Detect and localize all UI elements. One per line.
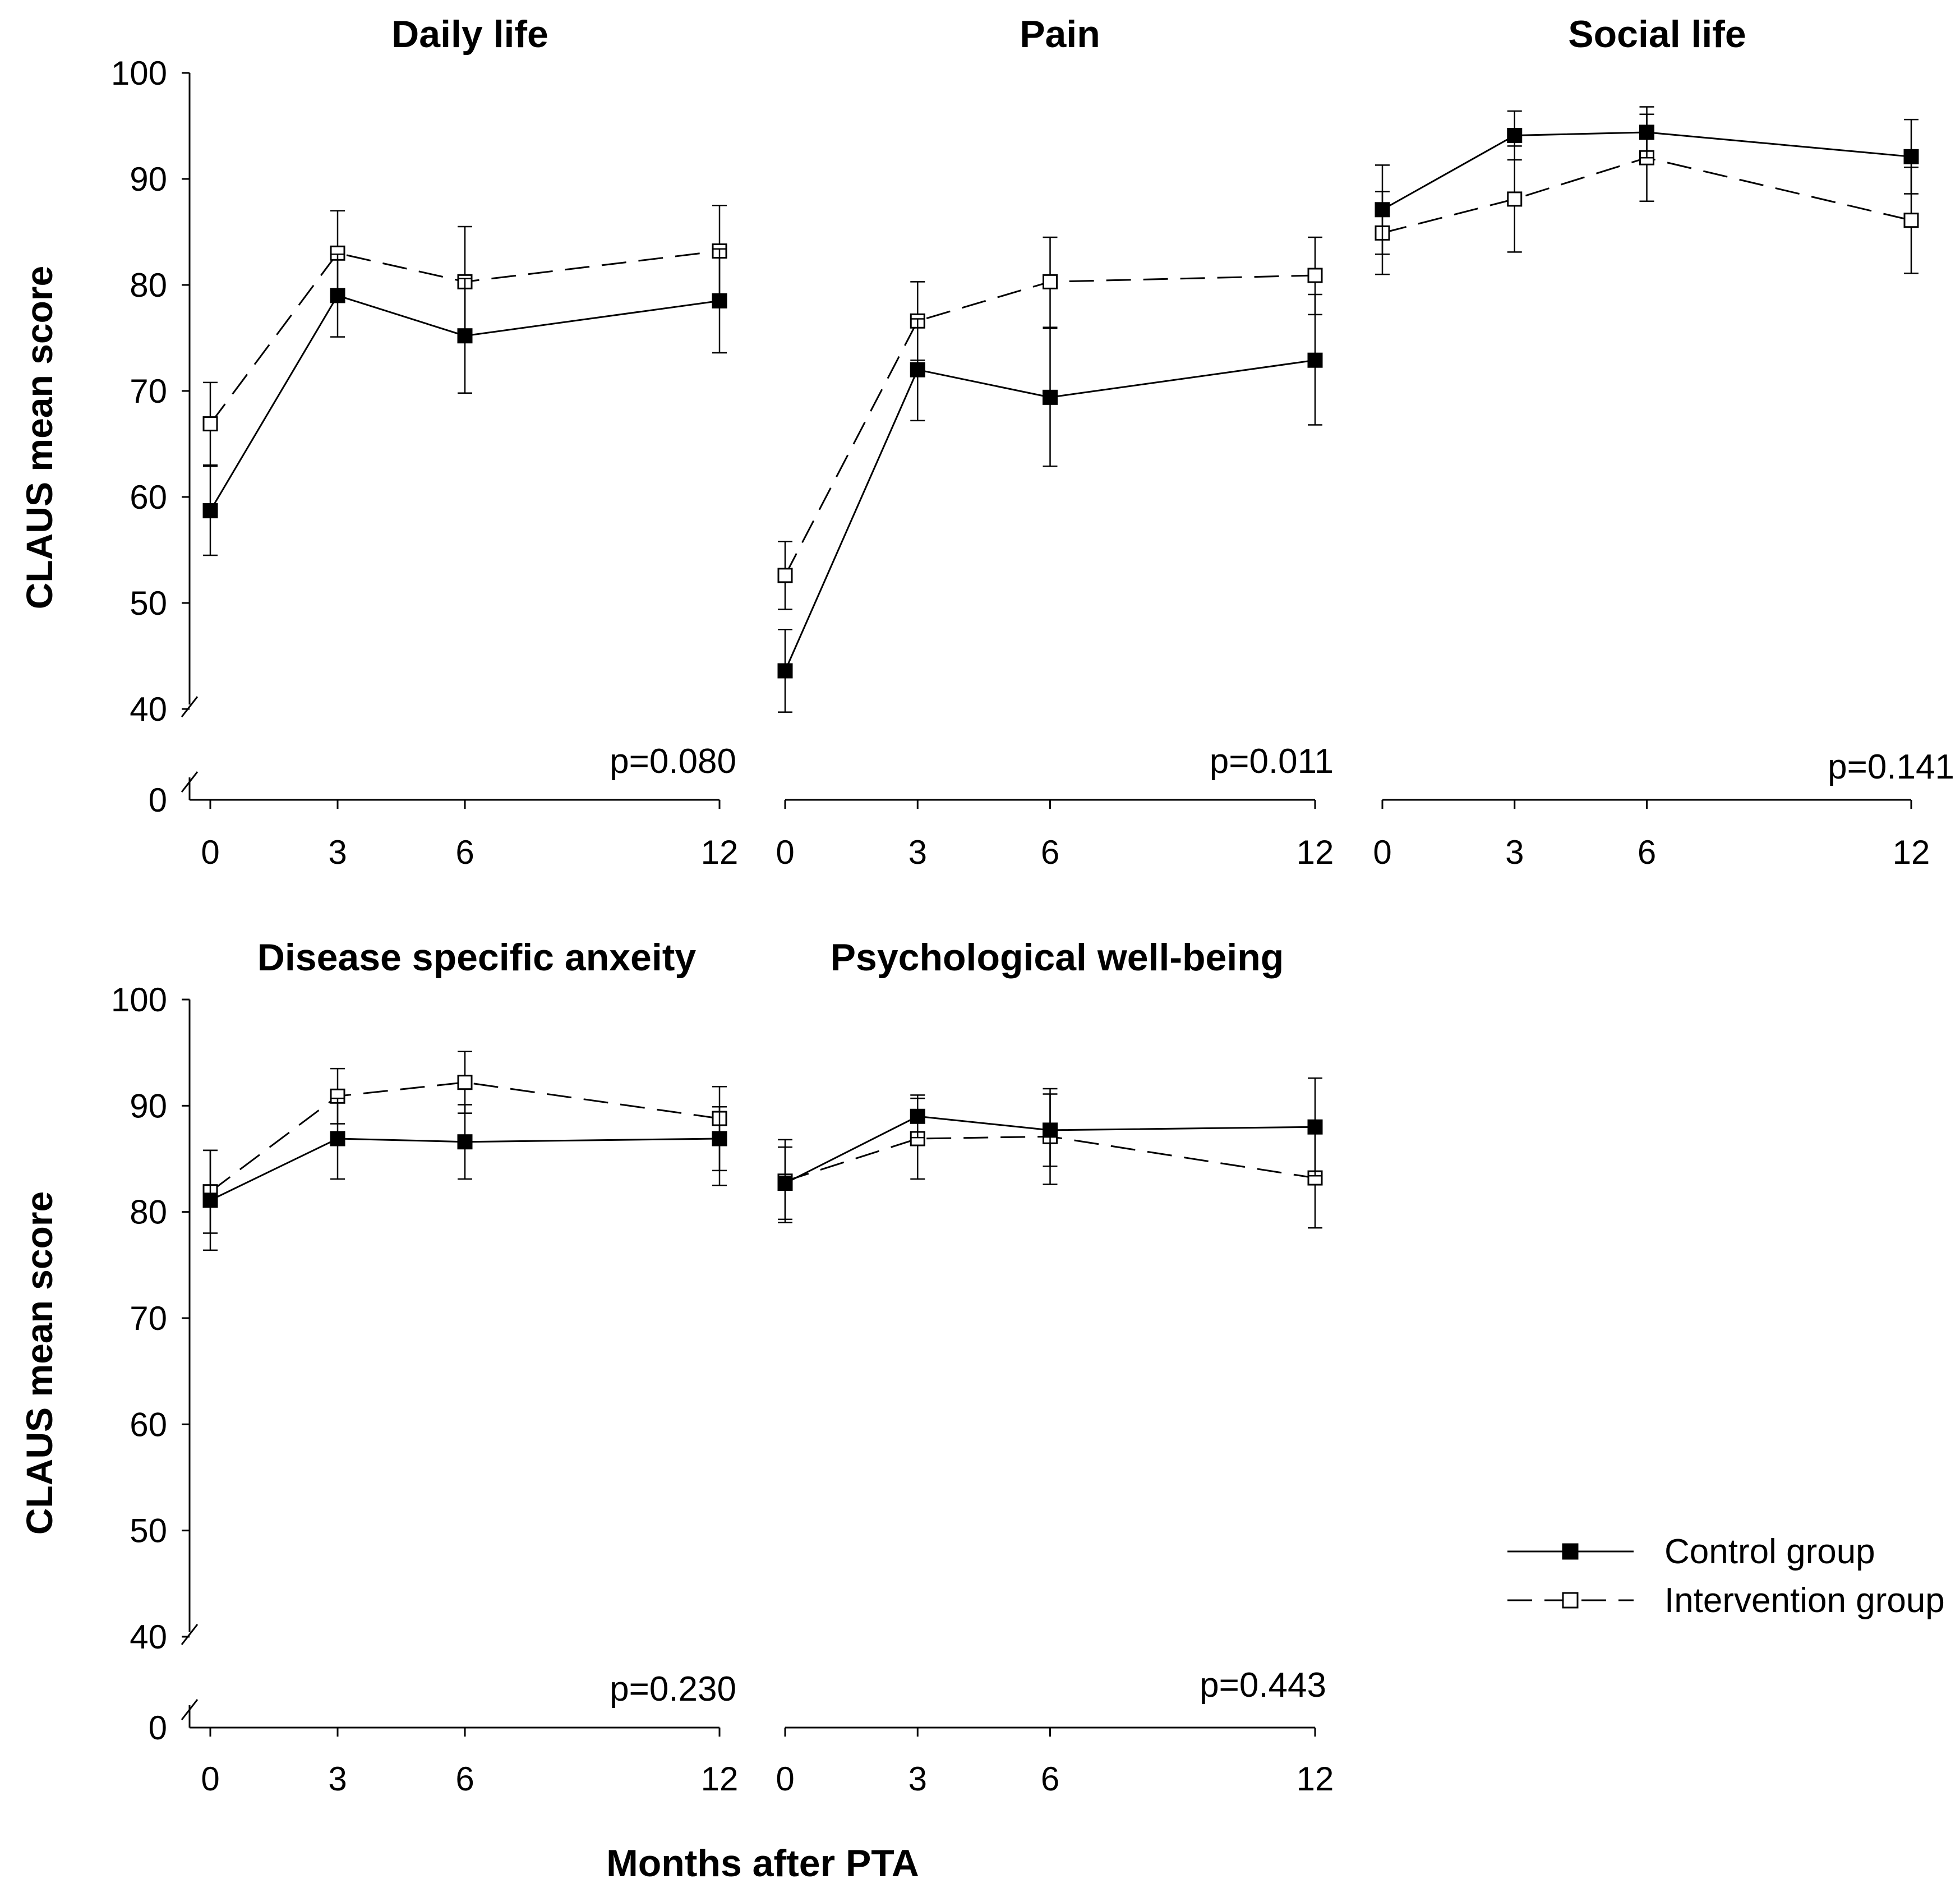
daily-life-intervention-group-line [209, 250, 720, 425]
legend-intervention-label: Intervention group [1664, 1581, 1945, 1620]
pain-control-group-line [784, 359, 1316, 671]
pain-intervention-group-point-6 [1043, 274, 1058, 289]
disease-specific-anxeity-intervention-group-point-6 [457, 1075, 473, 1090]
pain-x-tick-label-12: 12 [1297, 834, 1334, 871]
x-axis-title: Months after PTA [606, 1842, 919, 1885]
social-life-x-tick-label-0: 0 [1373, 834, 1391, 871]
pain-intervention-group-point-0 [777, 568, 793, 583]
disease-specific-anxeity-y-tick-label-50: 50 [130, 1512, 167, 1550]
pain-control-group-point-0 [777, 663, 793, 679]
social-life-control-group-point-3 [1507, 128, 1523, 144]
pain-x-tick-label-0: 0 [776, 834, 794, 871]
daily-life-control-group-line [209, 294, 720, 512]
social-life-intervention-group-point-12 [1903, 213, 1919, 228]
pain-control-group-point-12 [1307, 352, 1323, 368]
y-axis-title-top: CLAUS mean score [19, 266, 60, 610]
daily-life-x-tick-label-3: 3 [328, 834, 347, 871]
panel-pain: Pain p=0.011 0 3 6 12 [776, 13, 1334, 871]
social-life-p-value: p=0.141 [1828, 748, 1954, 786]
social-life-x-tick-label-3: 3 [1505, 834, 1524, 871]
disease-specific-anxeity-x-tick-label-0: 0 [201, 1760, 219, 1798]
psychological-well-being-x-tick-label-6: 6 [1041, 1760, 1059, 1798]
disease-specific-anxeity-y-tick-label-70: 70 [130, 1300, 167, 1337]
psychological-well-being-intervention-group-line [785, 1135, 1316, 1182]
legend: Control group Intervention group [1507, 1532, 1945, 1620]
psychological-well-being-control-group-point-3 [910, 1108, 925, 1124]
psychological-well-being-x-tick-label-0: 0 [776, 1760, 794, 1798]
daily-life-y-tick-label-0: 0 [149, 781, 167, 819]
disease-specific-anxeity-control-group-point-0 [202, 1192, 218, 1208]
social-life-intervention-group-line [1382, 156, 1912, 234]
daily-life-x-tick-label-0: 0 [201, 834, 219, 871]
daily-life-y-tick-label-50: 50 [130, 584, 167, 622]
pain-intervention-group-line [784, 274, 1316, 576]
disease-specific-anxeity-control-group-point-12 [712, 1131, 727, 1146]
daily-life-y-tick-label-100: 100 [111, 54, 167, 92]
disease-specific-anxeity-intervention-group-line [210, 1081, 720, 1192]
psychological-well-being-control-group-point-6 [1043, 1122, 1058, 1138]
psychological-well-being-p-value: p=0.443 [1200, 1666, 1326, 1705]
pain-intervention-group-point-12 [1307, 268, 1323, 283]
psychological-well-being-title: Psychological well-being [831, 936, 1284, 979]
daily-life-x-tick-label-6: 6 [455, 834, 474, 871]
disease-specific-anxeity-x-tick-label-6: 6 [455, 1760, 474, 1798]
panel-psychological-well-being: Psychological well-being p=0.443 0 3 6 12 [776, 936, 1334, 1798]
panel-social-life: Social life p=0.141 0 3 6 12 [1373, 13, 1954, 871]
disease-specific-anxeity-x-tick-label-3: 3 [328, 1760, 347, 1798]
pain-control-group-point-3 [910, 362, 925, 377]
legend-control-marker [1562, 1543, 1579, 1560]
disease-specific-anxeity-y-tick-label-80: 80 [130, 1194, 167, 1231]
disease-specific-anxeity-control-group-point-3 [330, 1131, 345, 1146]
disease-specific-anxeity-x-tick-label-12: 12 [701, 1760, 739, 1798]
psychological-well-being-x-tick-label-12: 12 [1297, 1760, 1334, 1798]
disease-specific-anxeity-y-axis-break-upper [181, 1624, 199, 1645]
disease-specific-anxeity-y-tick-label-100: 100 [111, 981, 167, 1019]
social-life-control-group-point-0 [1375, 202, 1390, 218]
daily-life-title: Daily life [391, 13, 548, 56]
daily-life-y-axis-break-upper [181, 696, 199, 717]
y-axis-title-bottom: CLAUS mean score [19, 1191, 60, 1535]
disease-specific-anxeity-y-tick-label-90: 90 [130, 1087, 167, 1125]
daily-life-intervention-group-point-0 [202, 416, 218, 432]
daily-life-x-tick-label-12: 12 [701, 834, 739, 871]
legend-control-label: Control group [1664, 1532, 1875, 1571]
disease-specific-anxeity-title: Disease specific anxeity [257, 936, 697, 979]
daily-life-y-tick-label-90: 90 [130, 160, 167, 198]
disease-specific-anxeity-y-tick-label-40: 40 [130, 1618, 167, 1656]
pain-control-group-point-6 [1043, 389, 1058, 405]
daily-life-control-group-point-0 [202, 503, 218, 519]
daily-life-y-tick-label-40: 40 [130, 690, 167, 728]
social-life-title: Social life [1568, 13, 1746, 56]
social-life-control-group-point-6 [1639, 125, 1654, 140]
psychological-well-being-x-tick-label-3: 3 [908, 1760, 927, 1798]
daily-life-p-value: p=0.080 [610, 742, 736, 781]
pain-title: Pain [1020, 13, 1100, 56]
psychological-well-being-control-group-line [785, 1115, 1316, 1184]
disease-specific-anxeity-p-value: p=0.230 [610, 1670, 736, 1709]
social-life-intervention-group-point-3 [1507, 191, 1523, 207]
panel-disease-specific-anxiety: Disease specific anxeityp=0.230040506070… [111, 936, 738, 1798]
panel-daily-life: Daily life p=0.080 0 40 50 60 70 80 90 100 0 3 6 12 [111, 13, 738, 871]
daily-life-control-group-point-6 [457, 328, 473, 344]
daily-life-control-group-point-3 [330, 288, 345, 303]
disease-specific-anxeity-y-tick-label-0: 0 [149, 1709, 167, 1747]
psychological-well-being-control-group-point-0 [777, 1176, 793, 1191]
daily-life-y-tick-label-70: 70 [130, 372, 167, 410]
pain-x-tick-label-3: 3 [908, 834, 927, 871]
social-life-control-group-line [1382, 131, 1912, 211]
social-life-x-tick-label-6: 6 [1638, 834, 1656, 871]
disease-specific-anxeity-control-group-line [210, 1138, 720, 1201]
legend-intervention-marker [1562, 1592, 1579, 1609]
daily-life-y-tick-label-60: 60 [130, 478, 167, 516]
psychological-well-being-control-group-point-12 [1307, 1119, 1323, 1135]
social-life-x-tick-label-12: 12 [1893, 834, 1930, 871]
disease-specific-anxeity-control-group-point-6 [457, 1134, 473, 1150]
daily-life-control-group-point-12 [712, 293, 727, 308]
disease-specific-anxeity-y-tick-label-60: 60 [130, 1406, 167, 1443]
daily-life-y-tick-label-80: 80 [130, 266, 167, 304]
pain-p-value: p=0.011 [1210, 742, 1334, 781]
social-life-control-group-point-12 [1903, 149, 1919, 164]
pain-x-tick-label-6: 6 [1041, 834, 1059, 871]
